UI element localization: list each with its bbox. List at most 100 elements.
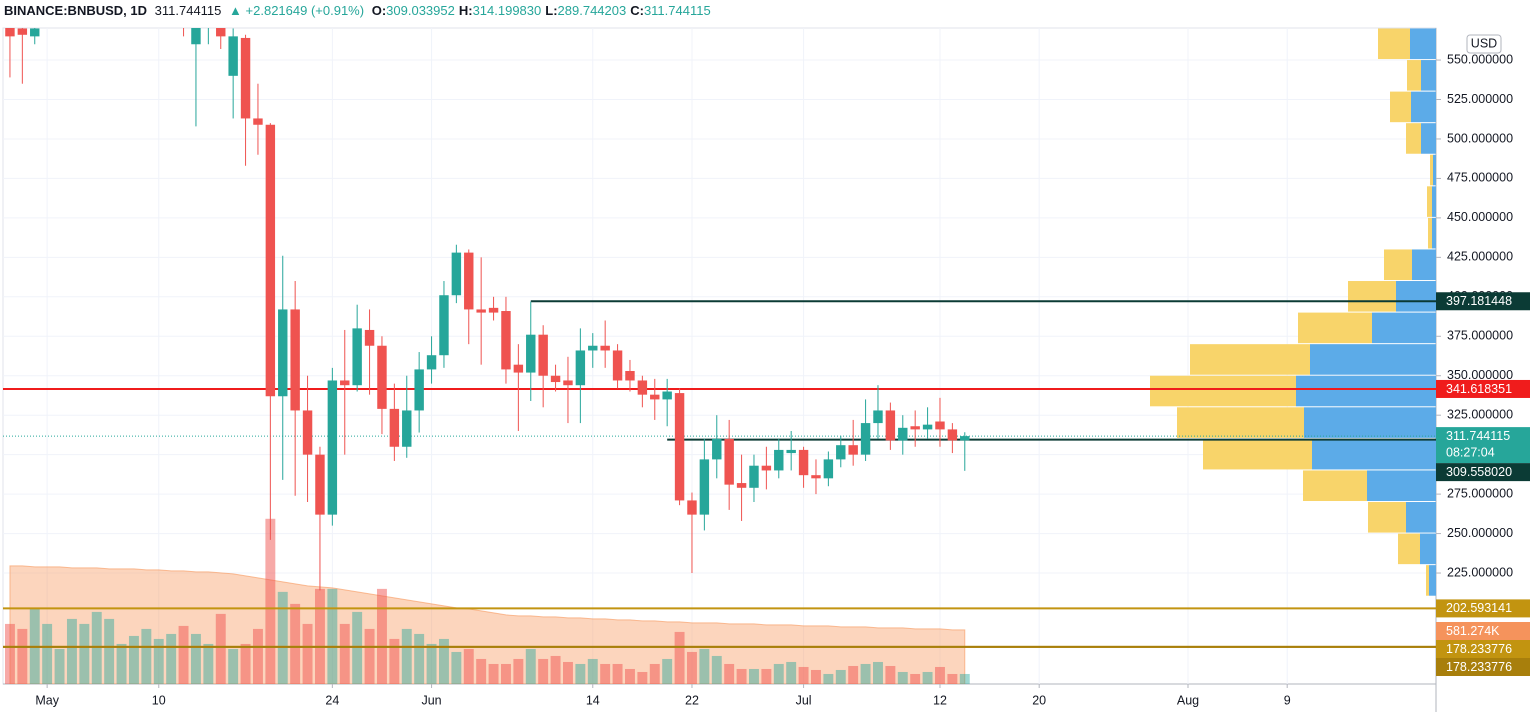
- candle-body: [327, 380, 338, 515]
- volume-bar: [128, 635, 139, 684]
- candle-body: [488, 307, 499, 313]
- change: +2.821649 (+0.91%): [245, 3, 365, 18]
- candle-body: [712, 438, 722, 460]
- profile-up: [1420, 533, 1436, 565]
- ohlc-value: 289.744203: [557, 3, 627, 18]
- volume-bar: [178, 625, 189, 684]
- candle-body: [191, 28, 201, 45]
- volume-bar: [811, 669, 821, 684]
- volume-bar: [488, 663, 499, 684]
- candle-body: [798, 449, 809, 476]
- volume-bar: [54, 648, 65, 684]
- profile-up: [1421, 60, 1436, 91]
- volume-bar: [401, 628, 412, 684]
- price-label: 309.558020: [1446, 465, 1512, 479]
- currency-box[interactable]: [1466, 34, 1502, 54]
- candle-body: [17, 28, 28, 35]
- price-label-box: [1436, 292, 1530, 311]
- candle-body: [637, 380, 648, 395]
- ohlc-value: 314.199830: [472, 3, 542, 18]
- x-tick-label: 9: [1284, 693, 1291, 707]
- candle-body: [30, 28, 40, 37]
- candle-body: [352, 328, 362, 386]
- profile-up: [1410, 28, 1436, 60]
- candle-body: [253, 118, 263, 125]
- candle-body: [340, 380, 350, 386]
- volume-bar: [724, 663, 735, 684]
- volume-bar: [538, 658, 549, 684]
- candle-body: [873, 410, 883, 424]
- volume-bar: [897, 671, 908, 684]
- volume-bar: [563, 661, 573, 684]
- volume-bar: [947, 673, 958, 684]
- volume-bar: [922, 671, 933, 684]
- volume-bar: [190, 633, 201, 684]
- symbol-header: BINANCE:BNBUSD, 1D 311.744115 ▲ +2.82164…: [4, 2, 719, 22]
- x-tick-label: Jun: [421, 693, 441, 707]
- volume-bar: [773, 663, 784, 684]
- price-label: 178.233776: [1446, 660, 1512, 674]
- volume-bar: [935, 666, 945, 684]
- candle-body: [302, 410, 313, 455]
- candle-body: [761, 465, 772, 471]
- profile-down: [1428, 217, 1432, 249]
- profile-up: [1421, 123, 1436, 154]
- currency: USD: [1471, 36, 1497, 50]
- candle-body: [650, 394, 660, 400]
- candle-body: [600, 345, 610, 351]
- x-tick-label: 22: [685, 693, 699, 707]
- price-label: 397.181448: [1446, 294, 1512, 308]
- y-tick-label: 350.000000: [1447, 368, 1513, 382]
- candle-body: [588, 345, 598, 351]
- x-tick-label: Jul: [796, 693, 812, 707]
- profile-down: [1303, 470, 1367, 502]
- candle-body: [786, 449, 796, 454]
- volume-bar: [290, 603, 301, 684]
- candle-body: [687, 500, 697, 515]
- x-tick-label: 14: [586, 693, 600, 707]
- volume-bar: [476, 658, 487, 684]
- volume-bar: [277, 591, 288, 684]
- ohlc-key: H:: [458, 3, 473, 18]
- volume-bar: [687, 651, 697, 684]
- profile-down: [1203, 438, 1312, 470]
- profile-down: [1298, 312, 1372, 344]
- candle-body: [674, 393, 685, 501]
- volume-bar: [699, 648, 710, 684]
- volume-bar: [885, 665, 896, 684]
- candle-body: [265, 124, 276, 397]
- price-label-box: [1436, 599, 1530, 618]
- candle-body: [774, 449, 784, 471]
- candle-body: [364, 329, 375, 346]
- change-arrow: ▲: [229, 3, 242, 18]
- candle-body: [451, 252, 462, 296]
- profile-up: [1411, 91, 1436, 123]
- volume-bar: [42, 623, 53, 684]
- symbol[interactable]: BINANCE:BNBUSD, 1D: [4, 3, 148, 18]
- profile-down: [1378, 28, 1410, 60]
- price-label: 581.274K: [1446, 624, 1500, 638]
- y-tick-label: 500.000000: [1447, 131, 1513, 145]
- volume-bar: [637, 671, 648, 684]
- y-tick-label: 325.000000: [1447, 407, 1513, 421]
- volume-bar: [575, 663, 586, 684]
- volume-bar: [736, 668, 747, 684]
- volume-bar: [240, 643, 251, 684]
- price-label: 341.618351: [1446, 382, 1512, 396]
- volume-bar: [823, 673, 834, 684]
- candle-body: [377, 345, 387, 409]
- volume-bar: [252, 628, 263, 684]
- volume-bar: [104, 618, 115, 684]
- candle-body: [563, 380, 573, 386]
- x-tick-label: 24: [325, 693, 339, 707]
- volume-bar: [910, 673, 921, 684]
- candle-body: [216, 28, 226, 37]
- profile-up: [1432, 217, 1436, 249]
- ohlc-value: 311.744115: [643, 3, 711, 18]
- volume-bar: [166, 633, 177, 684]
- ohlc-key: L:: [545, 3, 558, 18]
- candle-body: [464, 252, 474, 310]
- profile-down: [1427, 186, 1432, 217]
- profile-up: [1429, 565, 1436, 596]
- profile-down: [1190, 344, 1310, 375]
